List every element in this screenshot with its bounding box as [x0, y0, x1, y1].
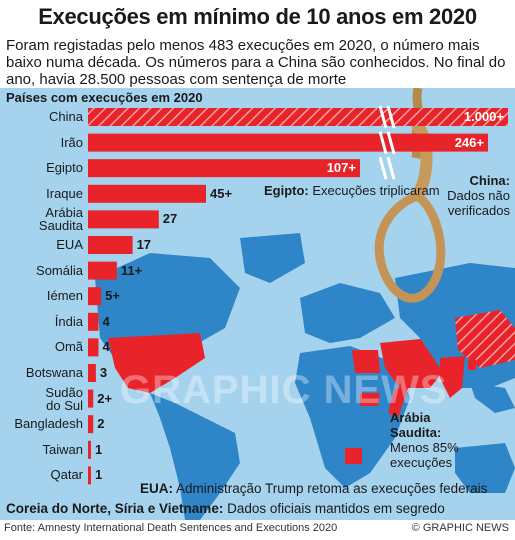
bar-category-label: Arábia Saudita — [38, 205, 83, 234]
map-south-sudan — [360, 393, 380, 406]
bar-value-label: 11+ — [120, 262, 143, 278]
bar-value-label: 2 — [97, 416, 105, 432]
bar-value-label: 5+ — [105, 288, 120, 304]
footer-credit: © GRAPHIC NEWS — [411, 522, 509, 534]
bar-14 — [88, 466, 91, 485]
map-bangladesh — [468, 360, 476, 370]
map-africa — [295, 346, 410, 488]
page-title: Execuções em mínimo de 10 anos em 2020 — [38, 4, 477, 29]
map-usa — [108, 333, 205, 393]
scale-break-2 — [378, 156, 396, 180]
note-egypt: Egipto: Execuções triplicaram — [264, 183, 440, 198]
bar-13 — [88, 440, 91, 459]
bar-value-label: 27 — [162, 211, 178, 227]
bar-value-label: 3 — [99, 365, 108, 380]
bar-6 — [88, 261, 117, 280]
bar-group — [88, 105, 508, 485]
bar-category-label: Índia — [54, 313, 83, 329]
note-saudi-title1: Arábia — [390, 410, 431, 425]
map-botswana — [345, 448, 362, 464]
bar-12 — [88, 415, 94, 434]
map-south-america — [150, 393, 240, 520]
bar-11 — [88, 389, 94, 408]
map-egypt — [352, 350, 380, 373]
map-europe — [300, 283, 395, 343]
chart-axis-title: Países com execuções em 2020 — [6, 90, 203, 105]
bar-7 — [88, 287, 102, 306]
bar-value-label: 17 — [136, 237, 152, 252]
bar-value-label: 2+ — [97, 390, 113, 406]
subtitle: Foram registadas pelo menos 483 execuçõe… — [6, 37, 506, 88]
bar-category-label: Somália — [36, 262, 83, 278]
note-saudi-line1: Menos 85% — [390, 440, 459, 455]
bar-category-label: Iémen — [46, 288, 83, 304]
note-egypt-text: Execuções triplicaram — [312, 183, 440, 198]
world-map — [88, 88, 515, 520]
watermark: GRAPHIC NEWS — [120, 368, 448, 412]
bar-value-label: 4 — [102, 339, 110, 355]
note-saudi-line2: execuções — [390, 455, 453, 470]
note-egypt-title: Egipto: — [264, 183, 309, 198]
map-somalia — [388, 388, 408, 418]
bar-category-label: Botswana — [25, 365, 83, 380]
note-usa-text: Administração Trump retoma as execuções … — [176, 481, 488, 496]
bar-8 — [88, 312, 99, 331]
bar-category-label: Irão — [60, 134, 83, 150]
note-usa: EUA: Administração Trump retoma as execu… — [140, 481, 487, 496]
bar-value-label: 1 — [95, 467, 103, 483]
note-saudi-title2: Saudita: — [390, 425, 442, 440]
bar-10 — [88, 364, 96, 382]
bar-9 — [88, 338, 99, 357]
bar-1 — [88, 133, 488, 152]
bar-3 — [88, 184, 206, 203]
bar-category-label: Egipto — [46, 160, 83, 176]
map-australia — [455, 443, 515, 493]
note-china: China: Dados não verificados — [438, 173, 510, 218]
map-greenland — [240, 233, 305, 283]
scale-break-1 — [378, 131, 396, 154]
bar-category-label: EUA — [56, 237, 83, 252]
note-china-line2: verificados — [447, 203, 510, 218]
note-nk-text: Dados oficiais mantidos em segredo — [227, 501, 445, 516]
bar-category-label: China — [49, 109, 83, 124]
bar-value-label: 1.000+ — [463, 109, 504, 124]
bar-category-label: Bangladesh — [14, 416, 83, 432]
bar-category-label: Sudão do Sul — [45, 384, 83, 413]
scale-break-0 — [378, 105, 396, 129]
bar-2 — [88, 159, 360, 178]
chart-panel: GRAPHIC NEWS Países com execuções em 202… — [0, 88, 515, 520]
bar-value-label: 246+ — [454, 134, 484, 150]
note-china-title: China: — [469, 173, 510, 188]
note-usa-title: EUA: — [140, 481, 173, 496]
bar-value-label: 1 — [95, 441, 103, 457]
bar-5 — [88, 236, 133, 254]
bar-4 — [88, 210, 159, 229]
bar-0 — [88, 108, 508, 126]
bar-category-label: Omã — [54, 339, 83, 355]
note-china-line1: Dados não — [447, 188, 510, 203]
note-nk-title: Coreia do Norte, Síria e Vietname: — [6, 501, 224, 516]
bar-value-label: 107+ — [326, 160, 356, 176]
bar-category-label: Iraque — [46, 185, 83, 201]
map-southeast-asia — [470, 383, 515, 413]
footer-source: Fonte: Amnesty International Death Sente… — [4, 522, 338, 534]
bar-category-label: Qatar — [50, 467, 83, 483]
map-china — [455, 310, 515, 368]
bar-value-label: 45+ — [210, 185, 233, 201]
note-saudi: Arábia Saudita: Menos 85% execuções — [390, 410, 459, 470]
bar-category-label: Taiwan — [42, 441, 83, 457]
map-india — [440, 356, 465, 398]
bar-value-label: 4 — [102, 313, 110, 329]
note-nk: Coreia do Norte, Síria e Vietname: Dados… — [6, 501, 445, 516]
